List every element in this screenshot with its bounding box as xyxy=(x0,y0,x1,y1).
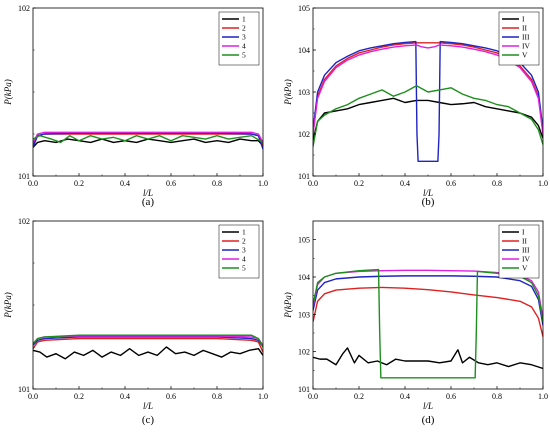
x-axis-label-a: l/L xyxy=(143,188,153,198)
legend-label-d-4: IV xyxy=(522,255,530,264)
legend-box-a xyxy=(218,11,260,66)
legend-label-b-5: V xyxy=(522,51,528,60)
y-tick-label-d-0: 101 xyxy=(298,385,310,394)
x-axis-label-d: l/L xyxy=(423,401,433,411)
series-line-a-5 xyxy=(33,134,263,144)
x-tick-label-b-1: 0.2 xyxy=(354,179,364,188)
x-tick-label-c-5: 1.0 xyxy=(258,392,268,401)
x-tick-label-c-3: 0.6 xyxy=(166,392,176,401)
y-tick-label-b-1: 102 xyxy=(298,130,310,139)
series-line-c-3 xyxy=(33,336,263,348)
x-tick-label-d-5: 1.0 xyxy=(538,392,548,401)
x-tick-label-a-4: 0.8 xyxy=(212,179,222,188)
legend-label-a-3: 3 xyxy=(242,33,246,42)
x-tick-label-b-5: 1.0 xyxy=(538,179,548,188)
series-line-c-5 xyxy=(33,334,263,348)
legend-label-c-5: 5 xyxy=(242,264,246,273)
x-tick-label-d-4: 0.8 xyxy=(492,392,502,401)
x-tick-label-a-0: 0.0 xyxy=(28,179,38,188)
legend-label-d-3: III xyxy=(522,246,530,255)
legend-label-c-1: 1 xyxy=(242,228,246,237)
y-tick-label-b-0: 101 xyxy=(298,172,310,181)
series-line-c-1 xyxy=(33,346,263,360)
panel-caption-b: (b) xyxy=(422,196,435,208)
series-line-b-1 xyxy=(313,97,543,141)
x-tick-label-d-0: 0.0 xyxy=(308,392,318,401)
series-line-d-1 xyxy=(313,347,543,370)
legend-label-c-3: 3 xyxy=(242,246,246,255)
y-tick-label-d-1: 102 xyxy=(298,348,310,357)
panel-d: 0.0 0.2 0.4 0.6 0.8 1.0 101 102 103 104 105 l/L P(kP… xyxy=(283,220,548,426)
series-line-d-3 xyxy=(313,275,543,326)
legend-label-a-2: 2 xyxy=(242,24,246,33)
y-axis-label-a: P(kPa) xyxy=(3,79,13,105)
x-tick-label-d-2: 0.4 xyxy=(400,392,410,401)
y-tick-label-c-0: 101 xyxy=(18,385,30,394)
x-tick-label-b-0: 0.0 xyxy=(308,179,318,188)
legend-label-a-1: 1 xyxy=(242,15,246,24)
panel-caption-c: (c) xyxy=(142,414,155,426)
x-axis-label-c: l/L xyxy=(143,401,153,411)
y-axis-label-b: P(kPa) xyxy=(283,79,293,105)
legend-label-b-1: I xyxy=(522,15,525,24)
x-tick-label-a-3: 0.6 xyxy=(166,179,176,188)
legend-box-c xyxy=(218,224,260,279)
x-axis-label-b: l/L xyxy=(423,188,433,198)
legend-label-a-4: 4 xyxy=(242,42,246,51)
series-line-d-5 xyxy=(313,268,543,379)
series-line-d-2 xyxy=(313,286,543,337)
x-tick-label-d-3: 0.6 xyxy=(446,392,456,401)
x-tick-label-c-2: 0.4 xyxy=(120,392,130,401)
x-tick-label-b-2: 0.4 xyxy=(400,179,410,188)
x-tick-label-b-4: 0.8 xyxy=(492,179,502,188)
y-tick-label-b-3: 104 xyxy=(298,46,310,55)
legend-label-c-2: 2 xyxy=(242,237,246,246)
legend-box-d xyxy=(498,224,540,279)
x-tick-label-c-0: 0.0 xyxy=(28,392,38,401)
y-tick-label-a-1: 102 xyxy=(18,4,30,13)
legend-label-d-5: V xyxy=(522,264,528,273)
series-line-a-2 xyxy=(33,133,263,147)
legend-label-d-2: II xyxy=(522,237,527,246)
x-tick-label-a-1: 0.2 xyxy=(74,179,84,188)
x-tick-label-b-3: 0.6 xyxy=(446,179,456,188)
x-tick-label-c-1: 0.2 xyxy=(74,392,84,401)
x-tick-label-d-1: 0.2 xyxy=(354,392,364,401)
panel-b: 0.0 0.2 0.4 0.6 0.8 1.0 101 102 103 104 105 l/L P(kP… xyxy=(283,4,548,208)
y-tick-label-d-2: 103 xyxy=(298,310,310,319)
series-line-a-3 xyxy=(33,132,263,150)
y-axis-label-c: P(kPa) xyxy=(3,292,13,318)
legend-box-b xyxy=(498,11,540,66)
y-tick-label-c-1: 102 xyxy=(18,217,30,226)
y-axis-label-d: P(kPa) xyxy=(283,292,293,318)
panel-caption-d: (d) xyxy=(422,414,435,426)
legend-label-b-2: II xyxy=(522,24,527,33)
y-tick-label-d-4: 105 xyxy=(298,236,310,245)
x-tick-label-c-4: 0.8 xyxy=(212,392,222,401)
series-line-a-1 xyxy=(33,138,263,148)
legend-label-c-4: 4 xyxy=(242,255,246,264)
x-tick-label-a-2: 0.4 xyxy=(120,179,130,188)
series-line-b-5 xyxy=(313,84,543,147)
legend-label-d-1: I xyxy=(522,228,525,237)
legend-label-b-4: IV xyxy=(522,42,530,51)
series-line-c-2 xyxy=(33,337,263,353)
series-line-a-4 xyxy=(33,131,263,143)
x-tick-label-a-5: 1.0 xyxy=(258,179,268,188)
y-tick-label-b-4: 105 xyxy=(298,4,310,13)
y-tick-label-a-0: 101 xyxy=(18,172,30,181)
legend-label-a-5: 5 xyxy=(242,51,246,60)
y-tick-label-d-3: 104 xyxy=(298,273,310,282)
legend-label-b-3: III xyxy=(522,33,530,42)
y-tick-label-b-2: 103 xyxy=(298,88,310,97)
panel-caption-a: (a) xyxy=(142,196,155,208)
